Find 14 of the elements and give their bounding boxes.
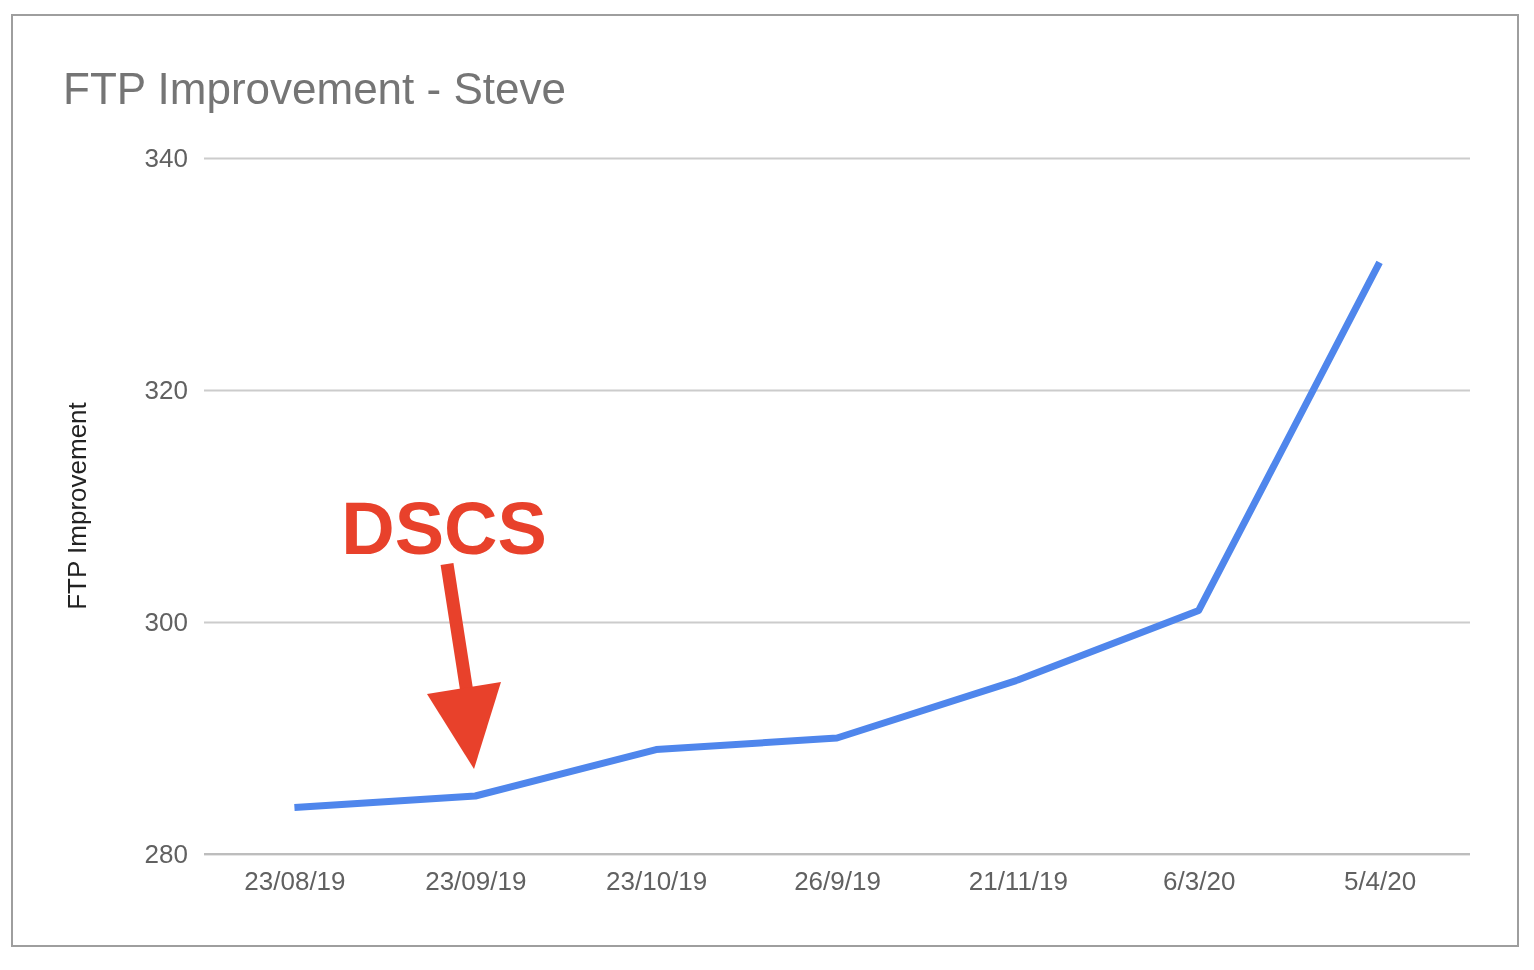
y-tick-label: 320 <box>144 374 188 405</box>
annotation: DSCS <box>341 487 547 570</box>
y-axis-title: FTP Improvement <box>62 401 92 610</box>
y-tick-label: 340 <box>144 142 188 173</box>
x-tick-label: 6/3/20 <box>1163 866 1236 897</box>
x-tick-label: 26/9/19 <box>794 866 881 897</box>
y-tick-label: 300 <box>144 606 188 637</box>
x-tick-label: 21/11/19 <box>968 866 1068 897</box>
x-tick-label: 23/10/19 <box>606 866 708 897</box>
x-tick-label: 23/08/19 <box>244 866 346 897</box>
x-tick-label: 5/4/20 <box>1343 866 1417 897</box>
y-tick-label: 280 <box>144 838 188 869</box>
chart-title: FTP Improvement - Steve <box>63 64 566 113</box>
x-tick-label: 23/09/19 <box>425 866 527 897</box>
